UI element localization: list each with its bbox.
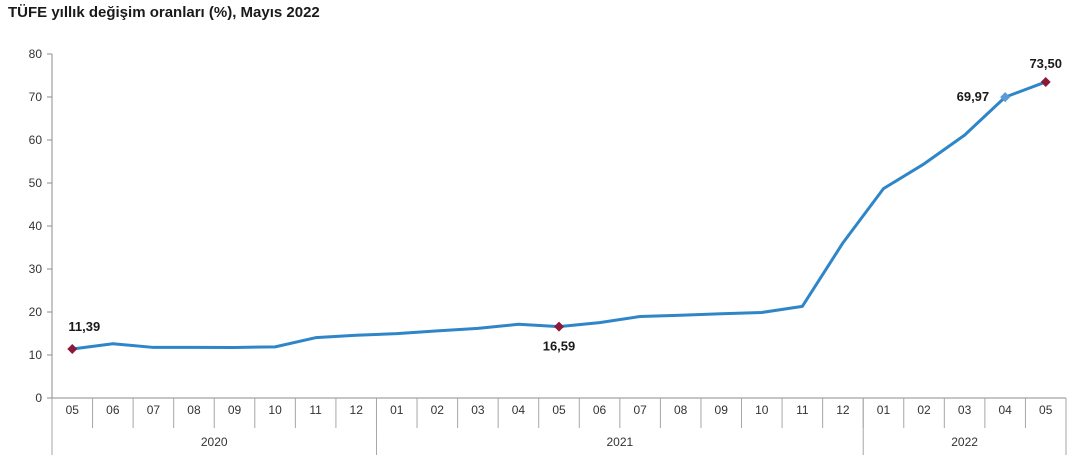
x-tick-label: 08 [187, 403, 201, 417]
series-line [70, 80, 1048, 351]
x-tick-label: 05 [66, 403, 80, 417]
x-tick-label: 06 [106, 403, 120, 417]
y-tick-label: 40 [29, 219, 43, 233]
data-labels: 11,39 16,59 69,97 73,50 [68, 56, 1062, 354]
y-tick-label: 60 [29, 133, 43, 147]
y-tick-label: 20 [29, 305, 43, 319]
chart-title: TÜFE yıllık değişim oranları (%), Mayıs … [8, 4, 320, 21]
series-layer [67, 76, 1051, 355]
x-year-label: 2020 [201, 435, 228, 449]
x-year-label: 2022 [951, 435, 978, 449]
data-marker [1040, 76, 1051, 87]
y-tick-label: 0 [35, 391, 42, 405]
data-marker [554, 321, 564, 332]
x-tick-label: 03 [958, 403, 972, 417]
x-year-label: 2021 [606, 435, 633, 449]
x-tick-label: 05 [1039, 403, 1053, 417]
y-tick-label: 80 [29, 47, 43, 61]
x-tick-label: 01 [877, 403, 891, 417]
x-tick-label: 10 [755, 403, 769, 417]
data-marker [1000, 92, 1011, 103]
data-label: 11,39 [68, 319, 100, 334]
x-tick-label: 04 [512, 403, 526, 417]
x-tick-label: 03 [471, 403, 485, 417]
x-tick-label: 02 [431, 403, 445, 417]
x-tick-label: 09 [715, 403, 729, 417]
x-tick-label: 02 [917, 403, 931, 417]
x-tick-label: 10 [268, 403, 282, 417]
y-tick-label: 10 [29, 348, 43, 362]
data-marker [67, 344, 78, 355]
x-tick-label: 07 [147, 403, 161, 417]
x-tick-label: 12 [836, 403, 850, 417]
x-tick-label: 08 [674, 403, 688, 417]
x-tick-label: 07 [633, 403, 647, 417]
y-tick-label: 70 [29, 90, 43, 104]
x-tick-label: 11 [309, 403, 322, 417]
x-tick-label: 11 [796, 403, 809, 417]
x-tick-label: 04 [998, 403, 1012, 417]
data-label: 69,97 [957, 89, 990, 104]
y-tick-label: 50 [29, 176, 43, 190]
x-tick-label: 05 [552, 403, 566, 417]
data-label: 73,50 [1029, 56, 1062, 71]
y-tick-label: 30 [29, 262, 43, 276]
x-tick-label: 12 [350, 403, 364, 417]
x-tick-label: 06 [593, 403, 607, 417]
x-tick-label: 09 [228, 403, 242, 417]
x-tick-label: 01 [390, 403, 404, 417]
data-label: 16,59 [543, 339, 576, 354]
